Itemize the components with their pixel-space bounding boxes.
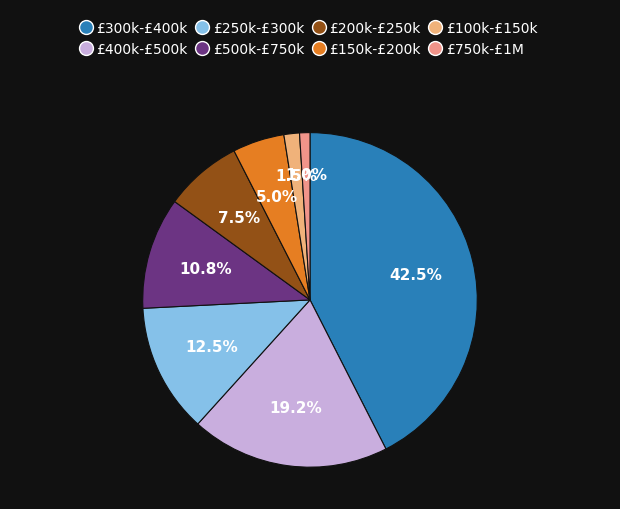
Text: 42.5%: 42.5%	[389, 268, 442, 282]
Text: 7.5%: 7.5%	[218, 210, 260, 225]
Text: 10.8%: 10.8%	[179, 262, 232, 277]
Wedge shape	[143, 202, 310, 308]
Wedge shape	[143, 300, 310, 424]
Text: 19.2%: 19.2%	[269, 401, 322, 415]
Text: 12.5%: 12.5%	[185, 340, 238, 354]
Wedge shape	[310, 133, 477, 449]
Legend: £300k-£400k, £400k-£500k, £250k-£300k, £500k-£750k, £200k-£250k, £150k-£200k, £1: £300k-£400k, £400k-£500k, £250k-£300k, £…	[76, 15, 544, 64]
Wedge shape	[234, 135, 310, 300]
Wedge shape	[175, 152, 310, 300]
Wedge shape	[198, 300, 386, 467]
Text: 1.0%: 1.0%	[285, 167, 327, 183]
Wedge shape	[299, 133, 310, 300]
Wedge shape	[284, 134, 310, 300]
Text: 1.5%: 1.5%	[275, 168, 317, 183]
Text: 5.0%: 5.0%	[255, 190, 298, 205]
